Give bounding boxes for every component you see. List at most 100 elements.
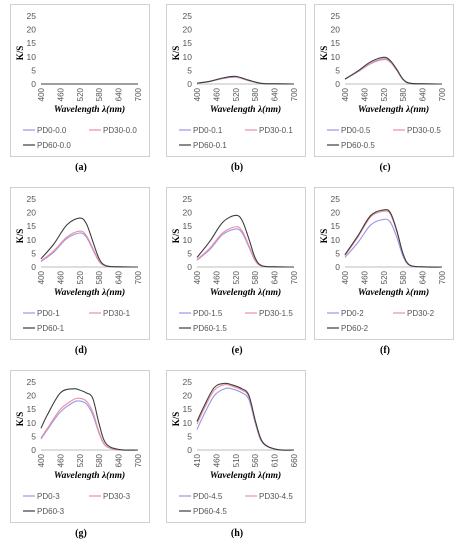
- x-axis-label: Wavelength λ(nm): [210, 470, 281, 481]
- series-line: [196, 387, 295, 451]
- y-tick-label: 20: [27, 391, 37, 401]
- x-tick-label: 460: [212, 87, 221, 101]
- y-tick-label: 10: [183, 235, 193, 245]
- y-tick-label: 15: [331, 221, 341, 231]
- panel-caption: (d): [74, 345, 88, 356]
- series-line: [196, 228, 295, 268]
- series-line: [344, 56, 443, 85]
- panel-caption: (e): [231, 345, 243, 356]
- y-tick-label: 15: [331, 38, 341, 48]
- series-line: [40, 230, 139, 268]
- x-tick-label: 410: [193, 453, 202, 467]
- y-tick-label: 5: [31, 431, 36, 441]
- chart-panel-d: 0 5 10 15 20 25 K/S 400 460 520 580 640 700 Wavelengt…: [8, 185, 154, 363]
- y-axis-label: K/S: [319, 229, 329, 244]
- y-tick-label: 5: [335, 248, 340, 258]
- legend-label: PD60-0.0: [37, 141, 71, 150]
- y-tick-label: 20: [183, 25, 193, 35]
- legend-label: PD0-0.5: [341, 126, 371, 135]
- chart-frame: 0 5 10 15 20 25 K/S 400 460 520 580 640 700 Wavelengt…: [10, 370, 150, 523]
- legend-label: PD60-4.5: [193, 507, 227, 516]
- panel-caption: (c): [379, 162, 391, 173]
- legend-label: PD60-3: [37, 507, 65, 516]
- y-tick-label: 15: [27, 221, 37, 231]
- chart-frame: 0 5 10 15 20 25 K/S 400 460 520 580 640 700 Wavelengt…: [166, 187, 306, 340]
- chart-panel-a: 0 5 10 15 20 25 K/S 400 460 520 580 640 700 Wavelengt…: [8, 2, 154, 180]
- x-tick-label: 700: [438, 270, 447, 284]
- y-tick-label: 20: [27, 208, 37, 218]
- series-line: [344, 209, 443, 268]
- x-tick-label: 580: [399, 270, 408, 284]
- x-tick-label: 460: [56, 270, 65, 284]
- y-tick-label: 15: [27, 38, 37, 48]
- y-tick-label: 15: [183, 38, 193, 48]
- x-tick-label: 700: [290, 270, 299, 284]
- x-tick-label: 400: [37, 270, 46, 284]
- x-tick-label: 700: [438, 87, 447, 101]
- chart-svg: 0 5 10 15 20 25 K/S 400 460 520 580 640 700 Wavelengt…: [15, 194, 143, 333]
- chart-panel-b: 0 5 10 15 20 25 K/S 400 460 520 580 640 700 Wavelengt…: [164, 2, 310, 180]
- x-tick-label: 400: [193, 87, 202, 101]
- panel-caption: (f): [380, 345, 390, 356]
- series-line: [344, 218, 443, 268]
- x-tick-label: 700: [134, 270, 143, 284]
- y-tick-label: 25: [331, 194, 341, 204]
- chart-panel-g: 0 5 10 15 20 25 K/S 400 460 520 580 640 700 Wavelengt…: [8, 368, 154, 546]
- y-axis-label: K/S: [171, 46, 181, 61]
- x-tick-label: 520: [380, 270, 389, 284]
- chart-panel-h: 0 5 10 15 20 25 K/S 410 460 510 560 610 660 Wavelengt…: [164, 368, 310, 546]
- x-tick-label: 580: [399, 87, 408, 101]
- y-tick-label: 15: [183, 221, 193, 231]
- legend-label: PD0-4.5: [193, 492, 223, 501]
- legend-label: PD60-1.5: [193, 324, 227, 333]
- x-tick-label: 640: [115, 453, 124, 467]
- legend-label: PD0-1.5: [193, 309, 223, 318]
- x-axis-label: Wavelength λ(nm): [54, 287, 125, 298]
- chart-panel-e: 0 5 10 15 20 25 K/S 400 460 520 580 640 700 Wavelengt…: [164, 185, 310, 363]
- y-tick-label: 0: [335, 79, 340, 89]
- y-tick-label: 25: [27, 194, 37, 204]
- x-tick-label: 640: [115, 270, 124, 284]
- chart-panel-f: 0 5 10 15 20 25 K/S 400 460 520 580 640 700 Wavelengt…: [312, 185, 458, 363]
- x-axis-label: Wavelength λ(nm): [54, 470, 125, 481]
- x-tick-label: 580: [95, 270, 104, 284]
- y-axis-label: K/S: [171, 229, 181, 244]
- x-tick-label: 460: [212, 270, 221, 284]
- legend-label: PD30-0.1: [259, 126, 293, 135]
- y-tick-label: 5: [187, 431, 192, 441]
- x-tick-label: 460: [56, 453, 65, 467]
- legend-label: PD0-2: [341, 309, 364, 318]
- series-line: [196, 75, 295, 85]
- legend-label: PD30-0.5: [407, 126, 441, 135]
- x-tick-label: 580: [95, 453, 104, 467]
- x-tick-label: 400: [37, 87, 46, 101]
- x-tick-label: 640: [419, 270, 428, 284]
- y-tick-label: 5: [187, 248, 192, 258]
- panel-caption: (b): [230, 162, 244, 173]
- legend-label: PD60-2: [341, 324, 369, 333]
- y-tick-label: 15: [27, 404, 37, 414]
- x-axis-label: Wavelength λ(nm): [210, 104, 281, 115]
- x-tick-label: 700: [134, 87, 143, 101]
- x-tick-label: 520: [76, 87, 85, 101]
- chart-panel-c: 0 5 10 15 20 25 K/S 400 460 520 580 640 700 Wavelengt…: [312, 2, 458, 180]
- series-line: [196, 382, 295, 451]
- y-tick-label: 25: [183, 11, 193, 21]
- chart-svg: 0 5 10 15 20 25 K/S 400 460 520 580 640 700 Wavelengt…: [15, 377, 143, 516]
- y-axis-label: K/S: [15, 229, 25, 244]
- legend-label: PD0-1: [37, 309, 60, 318]
- legend-label: PD30-1.5: [259, 309, 293, 318]
- chart-svg: 0 5 10 15 20 25 K/S 400 460 520 580 640 700 Wavelengt…: [319, 194, 447, 333]
- series-line: [40, 232, 139, 268]
- chart-svg: 0 5 10 15 20 25 K/S 400 460 520 580 640 700 Wavelengt…: [171, 11, 299, 150]
- chart-frame: 0 5 10 15 20 25 K/S 410 460 510 560 610 660 Wavelengt…: [166, 370, 306, 523]
- x-tick-label: 460: [360, 270, 369, 284]
- x-tick-label: 520: [232, 87, 241, 101]
- y-tick-label: 20: [183, 391, 193, 401]
- y-tick-label: 5: [335, 65, 340, 75]
- y-tick-label: 10: [27, 418, 37, 428]
- y-tick-label: 10: [331, 52, 341, 62]
- y-axis-label: K/S: [171, 412, 181, 427]
- y-tick-label: 25: [183, 377, 193, 387]
